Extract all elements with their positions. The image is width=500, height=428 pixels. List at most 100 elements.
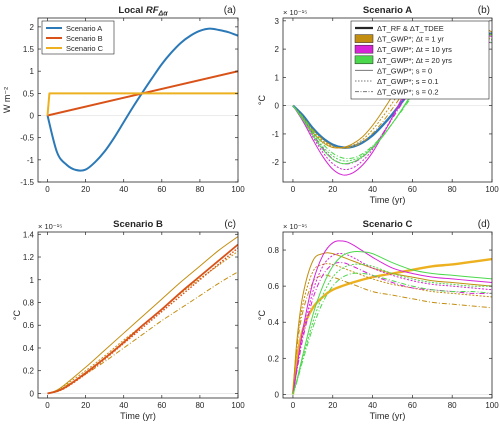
legend-label: ΔT_GWP*; s = 0.1 — [377, 77, 439, 86]
legend-label: Scenario B — [66, 34, 103, 43]
series-group — [291, 240, 492, 395]
y-tick-label: 3 — [275, 17, 280, 26]
title-part-sub: Δα — [158, 11, 169, 18]
series-line-d-6 — [292, 262, 492, 395]
y-axis-label: °C — [257, 94, 267, 105]
series-line-d-8 — [292, 263, 492, 395]
series-line-a-0 — [46, 27, 238, 172]
x-axis-label: Time (yr) — [370, 195, 406, 205]
y-tick-label: -0.5 — [20, 134, 34, 143]
x-tick-label: 20 — [328, 185, 337, 194]
y-tick-label: 1 — [30, 276, 35, 285]
series-line-c-4 — [47, 247, 238, 395]
series-line-d-5 — [292, 253, 492, 395]
legend-box — [350, 20, 490, 100]
x-tick-label: 100 — [231, 401, 245, 410]
x-tick-label: 0 — [45, 185, 50, 194]
y-tick-label: 0.4 — [23, 344, 35, 353]
chart-title: Scenario A — [363, 5, 412, 16]
x-tick-label: 40 — [119, 185, 128, 194]
y-tick-label: 0.6 — [23, 321, 35, 330]
panel-label: (a) — [224, 5, 236, 16]
x-tick-label: 0 — [45, 401, 50, 410]
title-part-rf: RF — [146, 5, 159, 16]
legend-label: Scenario A — [66, 24, 102, 33]
x-tick-label: 60 — [157, 185, 166, 194]
legend-swatch — [354, 55, 374, 65]
legend-swatch — [354, 34, 374, 43]
panel-label: (d) — [478, 219, 490, 230]
legend-swatch — [354, 44, 374, 54]
series-line-b-9 — [292, 41, 492, 160]
y-tick-label: -1.5 — [20, 178, 34, 187]
series-line-d-1 — [292, 252, 492, 395]
y-tick-label: 0 — [30, 112, 35, 121]
y-tick-label: -1 — [272, 130, 280, 139]
chart-title: Scenario C — [363, 219, 413, 230]
y-tick-label: 0.2 — [23, 367, 35, 376]
axis-exponent: × 10⁻¹⁵ — [283, 222, 307, 231]
x-tick-label: 80 — [195, 401, 204, 410]
x-tick-label: 40 — [368, 185, 377, 194]
series-line-a-2 — [46, 92, 238, 116]
series-line-c-0 — [47, 236, 238, 394]
y-tick-label: 0.8 — [23, 298, 35, 307]
x-axis-label: Time (yr) — [370, 411, 406, 421]
panel-a: 0 20 40 60 80 100 -1.5 -1 -0.5 0 0.5 1 1.5 2 W m⁻² Loca… — [2, 5, 245, 194]
series-line-c-1 — [47, 250, 238, 394]
panel-label: (c) — [224, 219, 236, 230]
x-tick-label: 20 — [81, 401, 90, 410]
chart-title: Local RFΔα — [118, 5, 168, 18]
axes-frame — [282, 231, 493, 399]
y-tick-label: 0 — [275, 390, 280, 399]
x-axis-label: Time (yr) — [120, 411, 156, 421]
legend-label: ΔT_RF & ΔT_TDEE — [377, 24, 444, 33]
axes-frame — [37, 17, 239, 183]
series-group — [46, 27, 238, 172]
series-line-d-2 — [292, 263, 492, 395]
series-line-d-7 — [292, 251, 492, 395]
y-axis-label: °C — [257, 309, 267, 320]
legend-label: Scenario C — [66, 44, 104, 53]
y-tick-label: 0.4 — [268, 318, 280, 327]
x-tick-label: 100 — [485, 185, 499, 194]
x-tick-label: 40 — [119, 401, 128, 410]
legend-label: ΔT_GWP*; Δt = 1 yr — [377, 35, 444, 44]
y-tick-label: 1 — [275, 73, 280, 82]
axis-exponent: × 10⁻¹⁵ — [38, 222, 62, 231]
panel-label: (b) — [478, 5, 490, 16]
x-tick-label: 80 — [448, 185, 457, 194]
legend-label: ΔT_GWP*; s = 0.2 — [377, 88, 439, 97]
x-tick-label: 40 — [368, 401, 377, 410]
axes-frame — [37, 231, 239, 399]
legend-label: ΔT_GWP*; Δt = 10 yrs — [377, 45, 452, 54]
title-part: Local — [118, 5, 145, 16]
panel-d: 0 20 40 60 80 100 0 0.2 0.4 0.6 0.8 Time (yr) °C × 10… — [257, 219, 499, 421]
y-tick-label: 2 — [30, 23, 35, 32]
y-tick-label: 0.5 — [23, 89, 35, 98]
series-line-c-3 — [47, 243, 238, 395]
y-tick-label: 2 — [275, 45, 280, 54]
y-tick-label: 0.6 — [268, 282, 280, 291]
panel-b: 0 20 40 60 80 100 -2 -1 0 1 2 3 Time (yr) °C × 10⁻¹⁵ Sc… — [257, 5, 499, 205]
x-tick-label: 80 — [448, 401, 457, 410]
y-tick-label: 1 — [30, 67, 35, 76]
series-line-d-4 — [292, 240, 492, 395]
axis-exponent: × 10⁻¹⁵ — [283, 8, 307, 17]
x-tick-label: 100 — [231, 185, 245, 194]
x-tick-label: 80 — [195, 185, 204, 194]
series-line-d-9 — [292, 272, 492, 395]
series-group — [47, 236, 238, 395]
y-tick-label: 0 — [275, 102, 280, 111]
x-tick-label: 60 — [408, 401, 417, 410]
y-tick-label: 0.8 — [268, 246, 280, 255]
series-line-c-2 — [47, 271, 238, 394]
y-tick-label: 1.4 — [23, 230, 35, 239]
y-tick-label: -1 — [27, 156, 35, 165]
y-axis-label: W m⁻² — [2, 87, 12, 113]
y-tick-label: 1.5 — [23, 45, 35, 54]
chart-title: Scenario B — [113, 219, 163, 230]
y-axis-label: °C — [12, 309, 22, 320]
